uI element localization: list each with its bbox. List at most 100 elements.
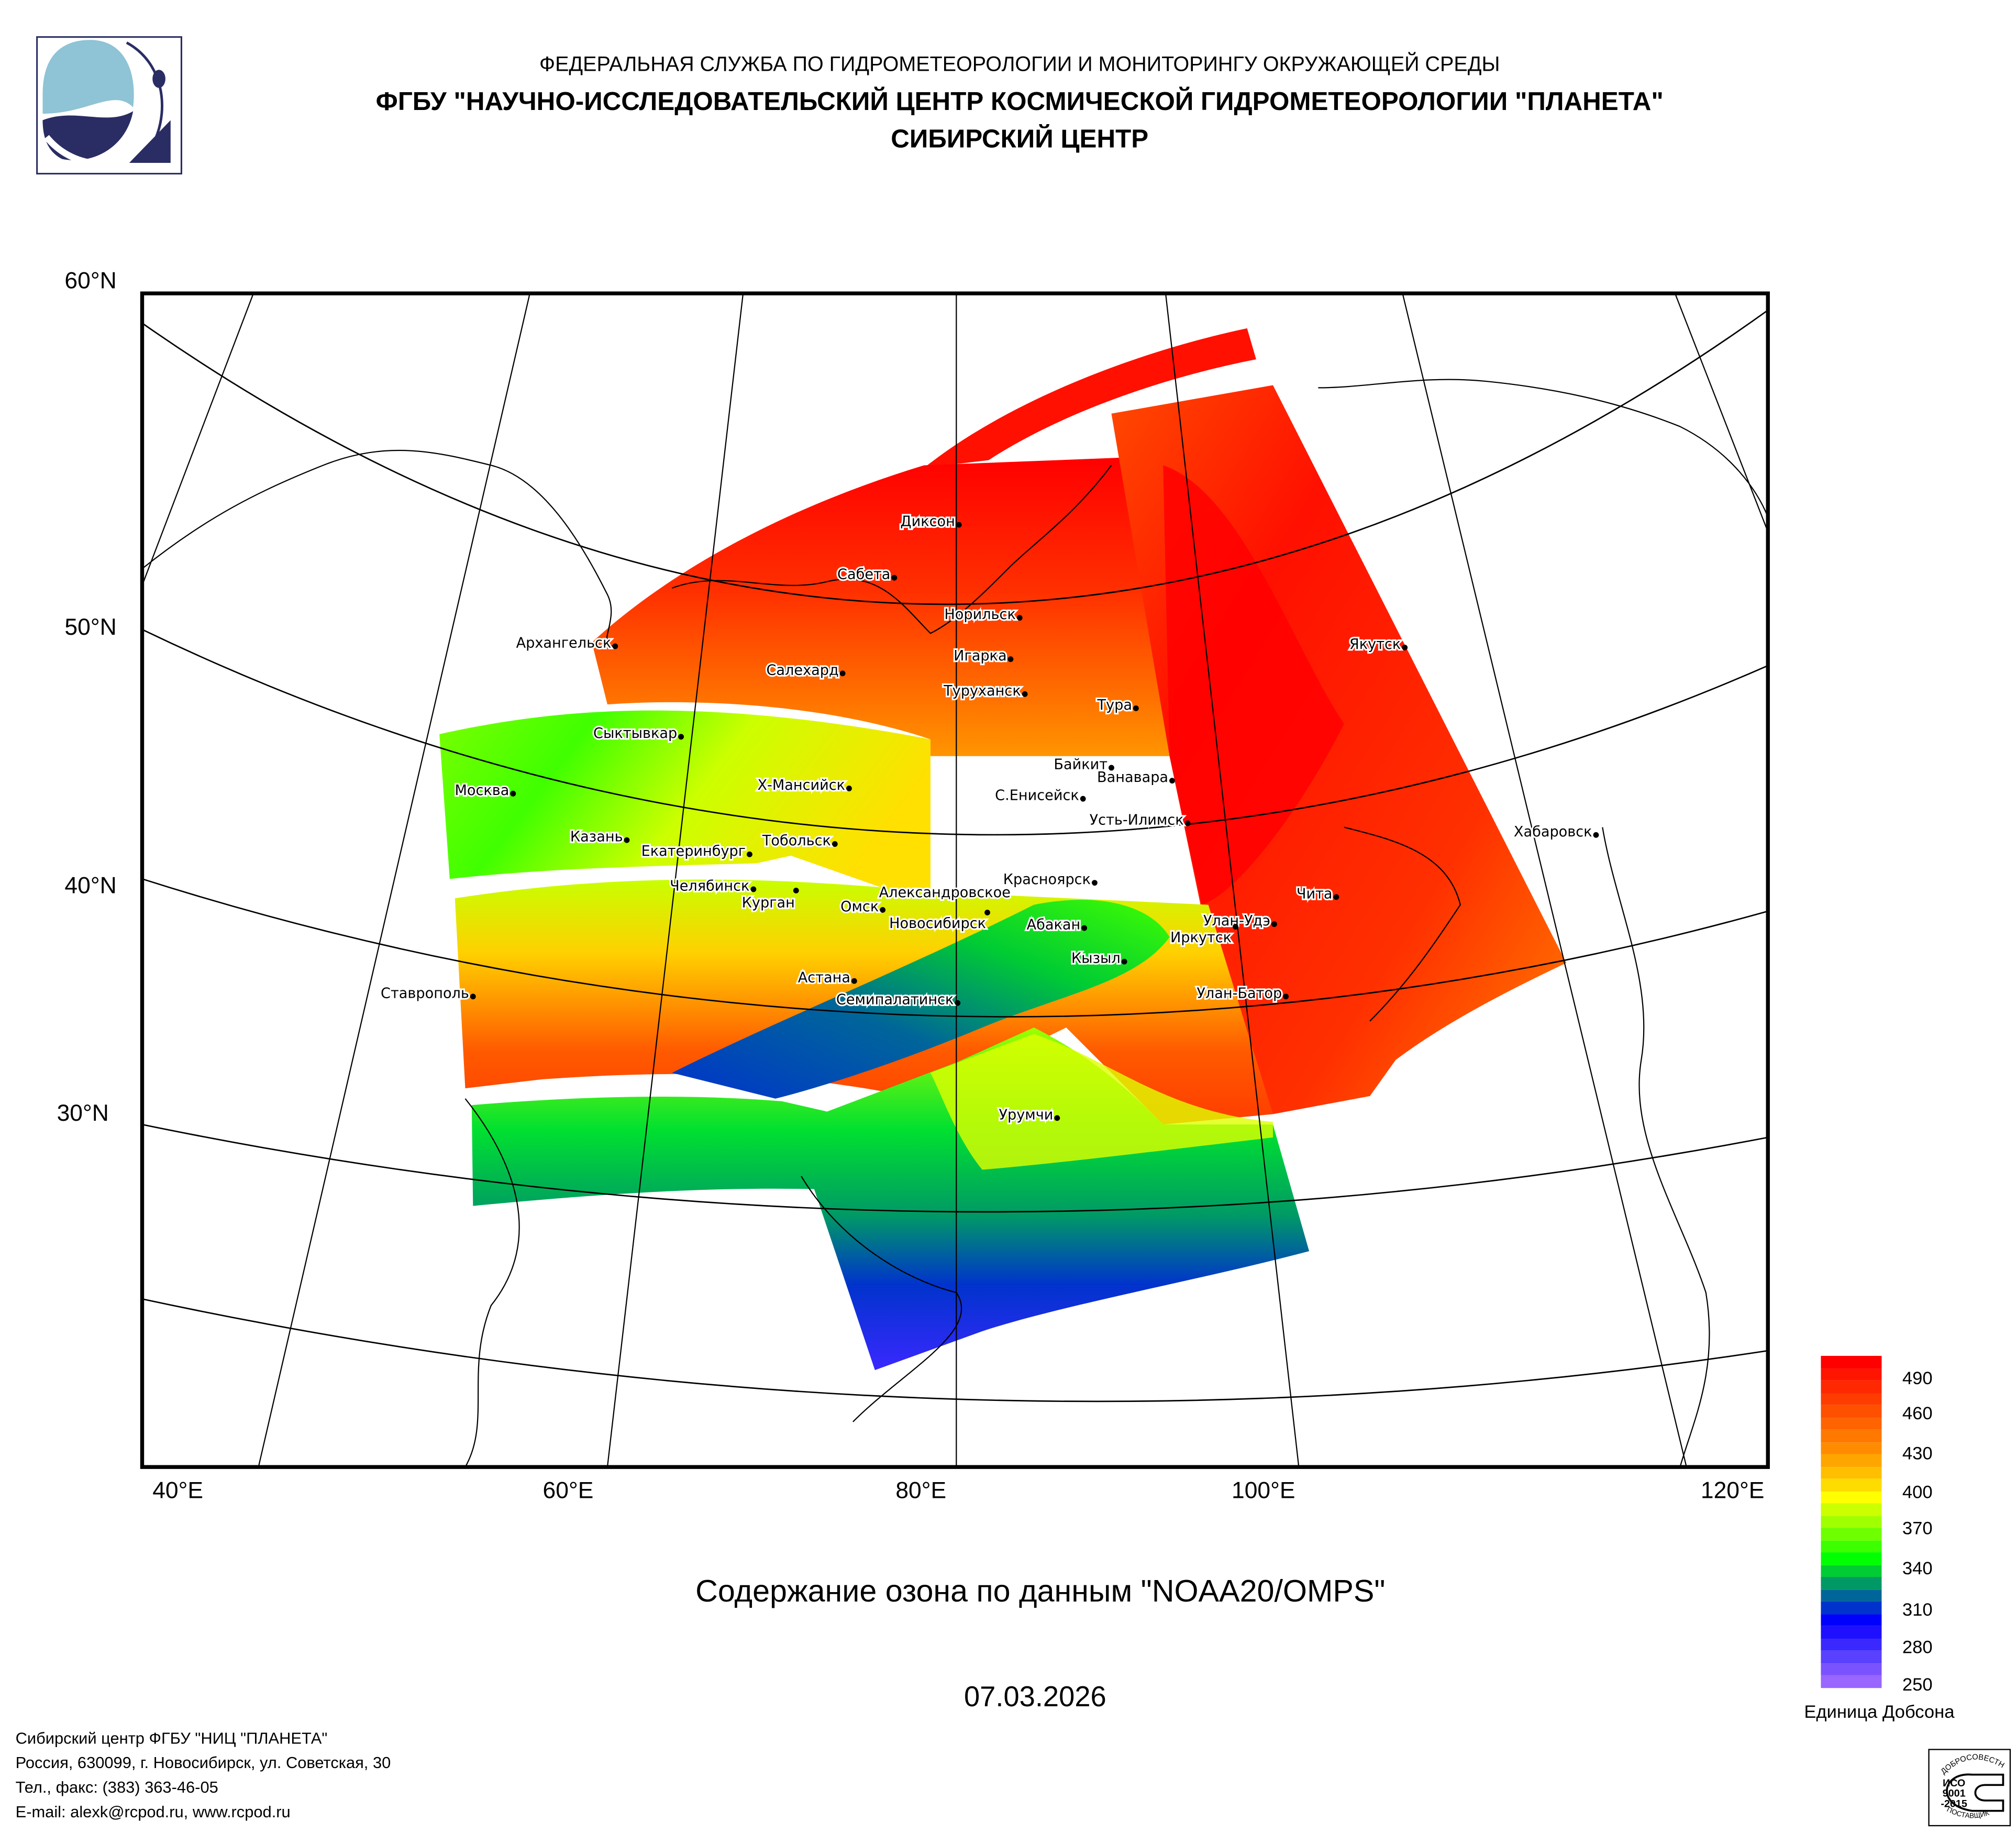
svg-text:Курган: Курган (742, 895, 795, 911)
svg-text:Якутск: Якутск (1349, 636, 1401, 653)
city-semipalatinsk: Семипалатинск (835, 990, 961, 1010)
map-frame (140, 291, 1770, 1469)
city-yekaterinburg: Екатеринбург (639, 842, 752, 861)
svg-text:Архангельск: Архангельск (516, 635, 612, 651)
city-baykit: Байкит (1052, 755, 1114, 775)
city-stavropol: Ставрополь (379, 984, 476, 1003)
header-agency: ФЕДЕРАЛЬНАЯ СЛУЖБА ПО ГИДРОМЕТЕОРОЛОГИИ … (539, 54, 1500, 76)
city-salekhard: Салехард (765, 660, 846, 680)
svg-text:С.Енисейск: С.Енисейск (995, 788, 1079, 804)
svg-text:Казань: Казань (570, 829, 623, 845)
meridians (142, 293, 1768, 1467)
svg-text:Диксон: Диксон (900, 513, 955, 529)
city-igarka: Игарка (952, 646, 1014, 666)
header-center: СИБИРСКИЙ ЦЕНТР (891, 125, 1149, 154)
legend-swatch (1821, 1540, 1882, 1553)
legend-swatch (1821, 1478, 1882, 1492)
svg-text:Абакан: Абакан (1027, 916, 1081, 933)
svg-text:Сыктывкар: Сыктывкар (593, 725, 677, 742)
svg-text:Москва: Москва (455, 782, 509, 799)
legend-swatch (1821, 1577, 1882, 1590)
city-tura: Тура (1095, 695, 1139, 715)
legend-swatch (1821, 1454, 1882, 1467)
city-ust-ilimsk: Усть-Илимск (1088, 810, 1191, 830)
legend-label: 280 (1902, 1636, 1933, 1657)
city-khabarovsk: Хабаровск (1512, 822, 1599, 842)
city-dikson: Диксон (899, 512, 962, 532)
legend-label: 400 (1902, 1481, 1933, 1502)
legend-unit: Единица Добсона (1804, 1701, 1955, 1722)
ozone-swath-south-yellow (930, 1034, 1273, 1170)
city-krasnoyarsk: Красноярск (1002, 870, 1098, 889)
legend-swatch (1821, 1393, 1882, 1405)
city-kurgan: Курган (740, 888, 799, 913)
planeta-logo (36, 36, 182, 175)
map-date: 07.03.2026 (963, 1680, 1106, 1713)
svg-text:Салехард: Салехард (766, 662, 838, 678)
svg-text:Омск: Омск (840, 899, 879, 915)
svg-text:9001: 9001 (1943, 1788, 1966, 1799)
legend-swatch (1821, 1429, 1882, 1442)
legend-swatch (1821, 1614, 1882, 1627)
footer-phone: Тел., факс: (383) 363-46-05 (15, 1778, 218, 1797)
legend-swatch (1821, 1405, 1882, 1418)
city-turukhansk: Туруханск (941, 681, 1028, 701)
coastlines (142, 379, 1768, 1467)
svg-text:Туруханск: Туруханск (943, 683, 1021, 699)
legend-swatch (1821, 1552, 1882, 1565)
legend-swatch (1821, 1589, 1882, 1602)
city-arkhangelsk: Архангельск (515, 633, 618, 653)
svg-text:Астана: Астана (798, 970, 850, 986)
header-institute: ФГБУ "НАУЧНО-ИССЛЕДОВАТЕЛЬСКИЙ ЦЕНТР КОС… (375, 87, 1664, 117)
svg-text:Чита: Чита (1297, 886, 1333, 902)
legend-swatch (1821, 1565, 1882, 1577)
legend-swatch (1821, 1466, 1882, 1479)
city-moscow: Москва (453, 781, 516, 800)
svg-text:Кызыл: Кызыл (1071, 951, 1121, 967)
svg-text:Х-Мансийск: Х-Мансийск (757, 777, 845, 793)
city-omsk: Омск (839, 897, 886, 916)
legend-swatch (1821, 1503, 1882, 1516)
city-urumqi: Урумчи (997, 1105, 1060, 1124)
city-ulan-ude: Улан-Удэ (1202, 911, 1277, 931)
city-khanty-mansiysk: Х-Мансийск (756, 776, 852, 795)
svg-text:ИСО: ИСО (1943, 1777, 1965, 1789)
legend-label: 460 (1902, 1402, 1933, 1423)
svg-text:Тобольск: Тобольск (762, 833, 831, 849)
city-kyzyl: Кызыл (1070, 949, 1127, 968)
footer-contacts: Сибирский центр ФГБУ "НИЦ "ПЛАНЕТА" Росс… (16, 1727, 391, 1825)
ozone-low-band (672, 900, 1170, 1099)
lon-label-100e: 100°E (1232, 1477, 1295, 1504)
city-abakan: Абакан (1025, 915, 1088, 935)
svg-text:Семипалатинск: Семипалатинск (836, 992, 954, 1008)
city-ulaanbaatar: Улан-Батор (1195, 984, 1289, 1003)
lon-label-120e: 120°E (1700, 1477, 1765, 1504)
lat-label-60n: 60°N (64, 267, 117, 294)
legend-swatch (1821, 1626, 1882, 1639)
city-chita: Чита (1295, 884, 1339, 903)
legend-swatch (1821, 1663, 1882, 1676)
svg-text:Красноярск: Красноярск (1003, 871, 1091, 888)
city-s-yeniseysk: С.Енисейск (993, 786, 1086, 805)
svg-text:Хабаровск: Хабаровск (1514, 824, 1592, 840)
svg-text:Ставрополь: Ставрополь (381, 985, 469, 1001)
legend-swatch (1821, 1528, 1882, 1541)
map-caption: Содержание озона по данным "NOAA20/OMPS" (695, 1574, 1386, 1609)
city-vanavara: Ванавара (1095, 768, 1175, 787)
svg-text:Челябинск: Челябинск (670, 878, 749, 894)
svg-text:Норильск: Норильск (944, 606, 1015, 623)
lat-label-50n: 50°N (64, 614, 117, 640)
ozone-swath-north (592, 457, 1170, 756)
legend-swatch (1821, 1380, 1882, 1393)
legend-swatch (1821, 1442, 1882, 1454)
legend-label: 490 (1902, 1367, 1933, 1388)
svg-text:Игарка: Игарка (954, 648, 1006, 664)
city-sabetta: Сабета (836, 565, 898, 584)
svg-text:Сабета: Сабета (837, 567, 890, 583)
legend-swatch (1821, 1355, 1882, 1368)
legend-swatch (1821, 1602, 1882, 1615)
legend-label: 340 (1902, 1557, 1933, 1578)
svg-text:Александровское: Александровское (879, 885, 1011, 901)
legend-label: 250 (1902, 1674, 1933, 1695)
